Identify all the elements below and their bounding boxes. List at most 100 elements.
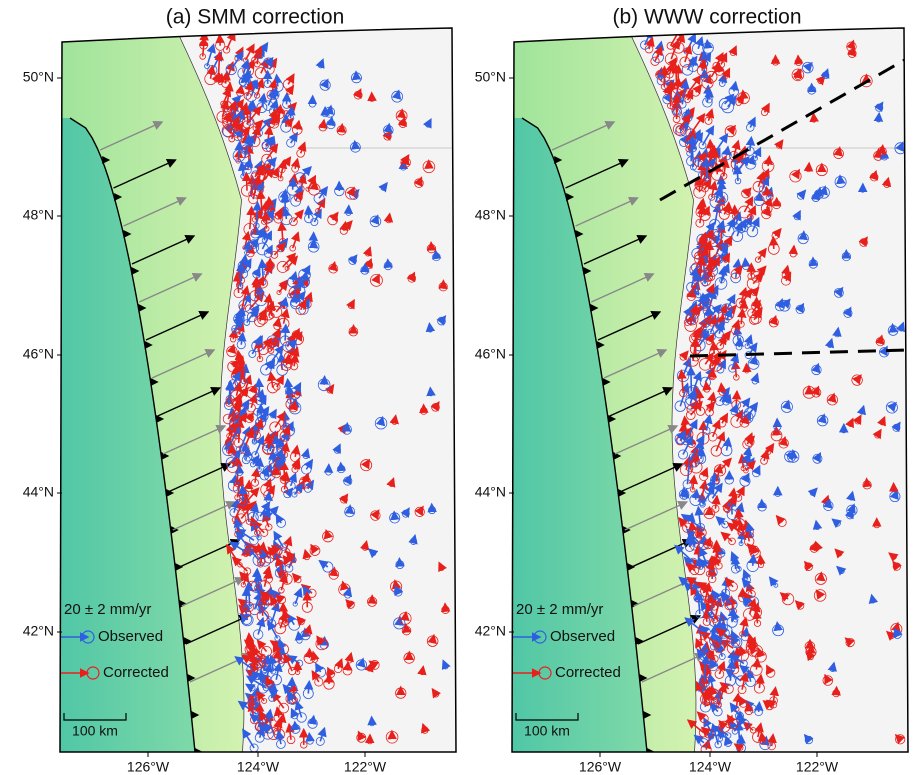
observed-vector <box>441 659 451 670</box>
observed-vector <box>243 157 253 171</box>
observed-vector <box>294 630 305 641</box>
error-ellipse <box>249 698 260 709</box>
observed-vector <box>290 292 300 303</box>
corrected-vector <box>225 30 236 51</box>
trench-tooth <box>183 637 192 645</box>
legend-scale: 20 ± 2 mm/yr <box>516 601 603 618</box>
corrected-vector <box>265 676 275 687</box>
error-ellipse <box>248 350 257 358</box>
corrected-vector <box>266 300 276 316</box>
observed-vector <box>740 626 751 638</box>
error-ellipse <box>265 523 273 531</box>
observed-vector <box>368 548 379 559</box>
corrected-vector <box>251 467 261 483</box>
observed-vector <box>893 627 903 639</box>
observed-vector <box>267 688 279 698</box>
corrected-vector <box>241 654 258 666</box>
convergence-arrow <box>145 310 210 341</box>
corrected-vector <box>292 209 304 223</box>
error-ellipse <box>262 684 270 692</box>
corrected-vector <box>420 722 431 734</box>
corrected-vector <box>280 608 291 624</box>
trench-tooth <box>150 378 159 386</box>
corrected-vector <box>274 209 284 220</box>
observed-vector <box>249 502 260 518</box>
observed-vector <box>246 304 260 323</box>
corrected-vector <box>241 171 252 191</box>
observed-vector <box>239 613 250 623</box>
corrected-vector <box>283 117 294 128</box>
corrected-vector <box>226 543 241 566</box>
observed-vector <box>266 156 277 168</box>
ocean <box>512 118 648 752</box>
corrected-vector <box>278 280 289 293</box>
observed-vector <box>303 458 314 470</box>
corrected-vector <box>269 595 279 607</box>
observed-vector <box>832 326 842 337</box>
trench-tooth <box>602 378 611 386</box>
observed-vector <box>318 559 329 570</box>
corrected-vector <box>303 624 313 635</box>
corrected-vector <box>234 350 245 364</box>
error-ellipse <box>251 56 259 64</box>
trench-tooth <box>590 304 599 312</box>
observed-vector <box>286 676 297 690</box>
corrected-vector <box>272 642 282 661</box>
observed-vector <box>245 675 267 689</box>
convergence-arrow <box>157 386 221 417</box>
map-body <box>512 28 908 752</box>
corrected-vector <box>246 651 260 663</box>
observed-vector <box>684 533 695 548</box>
corrected-vector <box>352 88 362 99</box>
corrected-vector <box>244 411 255 423</box>
convergence-arrow <box>583 234 648 265</box>
observed-vector <box>242 292 252 307</box>
observed-vector <box>356 657 366 668</box>
observed-vector <box>274 448 284 460</box>
corrected-vector <box>701 608 712 622</box>
observed-vector <box>693 734 705 745</box>
corrected-vector <box>228 328 239 340</box>
observed-vector <box>724 668 742 682</box>
corrected-vector <box>311 669 321 683</box>
corrected-vector <box>336 122 347 133</box>
error-ellipse <box>279 543 287 551</box>
corrected-vector <box>697 197 707 208</box>
observed-vector <box>242 728 255 749</box>
corrected-vector <box>282 354 292 366</box>
corrected-vector <box>235 84 245 95</box>
corrected-vector <box>734 409 743 422</box>
convergence-arrow <box>113 158 177 189</box>
error-ellipse <box>258 580 271 593</box>
corrected-vector <box>731 389 742 405</box>
corrected-vector <box>285 73 295 85</box>
corrected-vector <box>286 255 299 269</box>
observed-vector <box>225 380 235 406</box>
observed-vector <box>734 720 744 743</box>
corrected-vector <box>296 615 307 627</box>
corrected-vector <box>270 166 280 178</box>
observed-vector <box>350 139 361 150</box>
corrected-vector <box>888 552 899 562</box>
observed-vector <box>288 472 297 487</box>
observed-vector <box>288 176 298 190</box>
corrected-vector <box>227 422 237 443</box>
observed-vector <box>231 370 241 385</box>
observed-vector <box>721 392 731 403</box>
corrected-vector <box>267 371 277 388</box>
corrected-vector <box>318 118 328 129</box>
corrected-vector <box>199 30 209 57</box>
observed-vector <box>256 616 266 635</box>
observed-vector <box>242 240 253 253</box>
trench-tooth <box>643 711 652 719</box>
observed-vector <box>261 654 271 671</box>
convergence-arrow <box>185 614 250 645</box>
corrected-vector <box>255 275 265 289</box>
corrected-vector <box>273 706 284 718</box>
corrected-vector <box>400 155 410 166</box>
observed-vector <box>319 374 329 385</box>
convergence-arrow <box>575 196 639 227</box>
corrected-vector <box>716 660 726 675</box>
observed-vector <box>267 620 279 639</box>
observed-vector <box>279 188 290 199</box>
